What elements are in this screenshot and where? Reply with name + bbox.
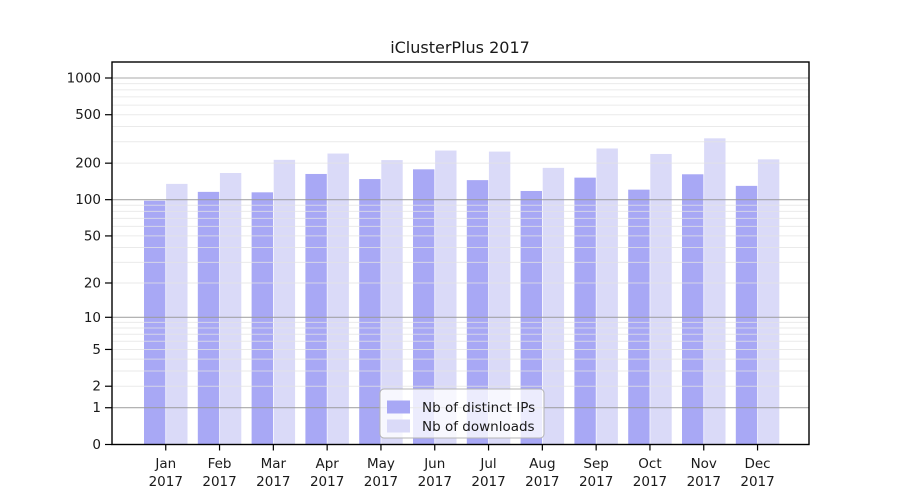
bar-distinct-ips-jul [466,180,489,445]
bar-distinct-ips-mar [251,192,273,445]
x-tick-label-year: 2017 [633,474,667,490]
y-tick-label: 200 [75,156,101,172]
x-tick-label-month: Feb [208,456,232,472]
x-tick-label-year: 2017 [364,474,398,490]
y-tick-label: 500 [75,107,101,123]
x-tick-label-year: 2017 [149,474,183,490]
bar-downloads-dec [757,159,780,445]
y-axis: 0 1 2 5 10 20 50 100 200 500 1000 [67,71,112,453]
x-tick-label-year: 2017 [256,474,290,490]
x-axis: Jan 2017 Feb 2017 Mar 2017 Apr 2017 May 2017 Jun 20… [149,444,775,490]
x-tick-label-month: Jan [154,456,176,472]
bar-distinct-ips-may [359,179,381,445]
x-tick-label-month: Apr [315,456,339,472]
y-tick-label: 50 [84,228,101,244]
plot-frame [111,61,810,446]
x-tick-label-month: Aug [529,456,555,472]
y-tick-label: 100 [75,192,101,208]
bar-downloads-nov [704,138,726,445]
x-tick-label-month: May [367,456,395,472]
x-tick-label-year: 2017 [687,474,721,490]
x-tick-label-year: 2017 [579,474,613,490]
legend-label-distinct-ips: Nb of distinct IPs [422,400,535,416]
x-tick-label-year: 2017 [740,474,774,490]
x-tick-label-year: 2017 [525,474,559,490]
bar-distinct-ips-feb [197,191,220,445]
bar-downloads-mar [273,159,296,445]
gridlines-group [112,77,809,409]
y-tick-label: 1 [92,400,101,416]
x-tick-label-month: Jun [423,456,445,472]
legend-swatch-downloads [387,419,410,433]
bar-downloads-may [381,160,403,445]
y-tick-label: 1000 [67,71,101,87]
bar-downloads-jan [166,183,188,445]
bar-distinct-ips-sep [574,177,596,445]
legend-box [379,388,545,439]
legend: Nb of distinct IPs Nb of downloads [379,388,545,439]
bar-distinct-ips-nov [682,174,704,445]
x-tick-label-month: Sep [583,456,608,472]
bar-downloads-aug [542,167,565,445]
x-tick-label-year: 2017 [471,474,505,490]
x-tick-label-year: 2017 [418,474,452,490]
chart-title: iClusterPlus 2017 [390,38,530,57]
x-tick-label-year: 2017 [202,474,236,490]
x-tick-label-month: Mar [261,456,287,472]
bar-distinct-ips-dec [735,185,758,445]
x-tick-label-month: Jul [479,456,496,472]
bar-downloads-sep [596,148,618,445]
bar-downloads-apr [327,153,349,445]
x-tick-label-month: Dec [744,456,770,472]
x-tick-label-year: 2017 [310,474,344,490]
x-tick-label-month: Oct [638,456,661,472]
x-tick-label-month: Nov [691,456,717,472]
bar-downloads-feb [219,172,242,445]
y-tick-label: 2 [92,379,101,395]
y-tick-label: 5 [92,342,101,358]
legend-label-downloads: Nb of downloads [422,419,535,435]
bar-distinct-ips-jun [413,169,435,445]
legend-swatch-distinct-ips [387,400,410,414]
y-tick-label: 0 [92,437,101,453]
bar-downloads-oct [650,153,672,445]
y-tick-label: 20 [84,275,101,291]
bar-distinct-ips-apr [305,173,327,445]
y-tick-label: 10 [84,310,101,326]
